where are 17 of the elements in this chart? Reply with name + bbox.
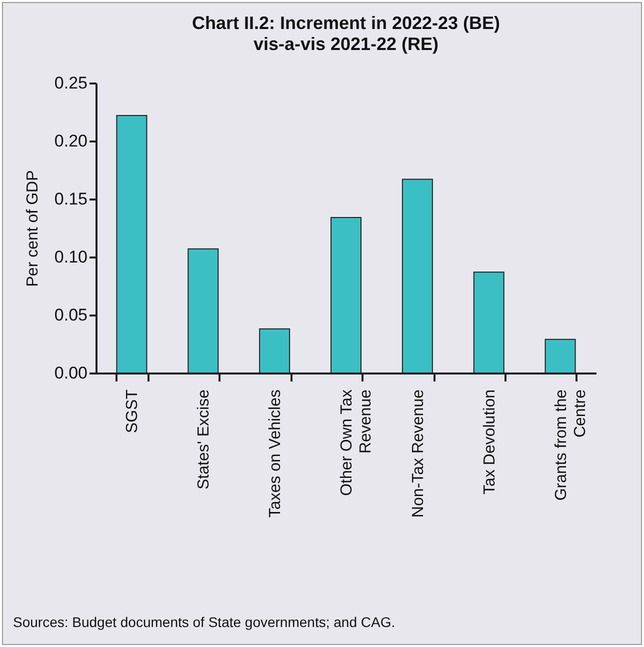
- source-note: Sources: Budget documents of State governments; and CAG.: [13, 614, 396, 630]
- x-tick-label: Other Own Tax Revenue: [338, 389, 374, 496]
- x-tick-label: Tax Devolution: [481, 390, 498, 494]
- y-tick-label: 0.20: [54, 132, 88, 150]
- x-tick-label: Taxes on Vehicles: [267, 390, 284, 518]
- y-tick-label: 0.15: [54, 190, 88, 208]
- y-axis-title: Per cent of GDP: [24, 170, 42, 287]
- chart-title: Chart II.2: Increment in 2022-23 (BE): [192, 13, 500, 33]
- y-tick-label: 0.25: [54, 74, 88, 92]
- x-tick-label: SGST: [124, 389, 142, 434]
- y-tick-label: 0.05: [54, 306, 88, 324]
- y-tick-label: 0.10: [54, 248, 88, 266]
- x-tick-label: Non-Tax Revenue: [410, 389, 427, 518]
- chart-subtitle: vis-a-vis 2021-22 (RE): [253, 34, 439, 54]
- y-tick-label: 0.00: [54, 364, 88, 382]
- x-tick-label: Grants from the Centre: [552, 389, 589, 501]
- x-tick-label: States' Excise: [196, 389, 213, 490]
